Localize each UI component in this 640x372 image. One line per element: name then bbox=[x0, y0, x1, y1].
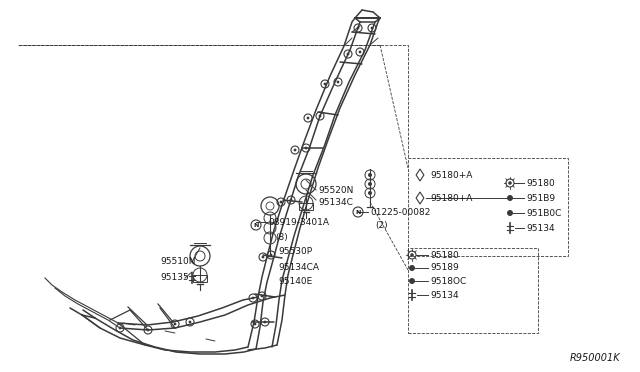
Circle shape bbox=[189, 321, 191, 323]
Bar bbox=[299, 203, 313, 210]
Text: 9518OC: 9518OC bbox=[430, 276, 467, 285]
Text: 95180: 95180 bbox=[430, 250, 459, 260]
Text: 95520N: 95520N bbox=[318, 186, 353, 195]
Circle shape bbox=[173, 323, 177, 326]
Circle shape bbox=[294, 148, 296, 151]
Circle shape bbox=[264, 321, 266, 323]
Circle shape bbox=[356, 27, 360, 29]
Circle shape bbox=[253, 323, 257, 326]
Circle shape bbox=[324, 83, 326, 86]
Circle shape bbox=[260, 295, 264, 297]
Circle shape bbox=[507, 195, 513, 201]
Text: (8): (8) bbox=[275, 232, 288, 241]
Circle shape bbox=[368, 173, 372, 177]
Text: 08919-3401A: 08919-3401A bbox=[268, 218, 329, 227]
Circle shape bbox=[507, 210, 513, 216]
Text: 95180+A: 95180+A bbox=[430, 170, 472, 180]
Circle shape bbox=[307, 116, 309, 119]
Circle shape bbox=[269, 254, 273, 256]
Text: (2): (2) bbox=[375, 221, 388, 230]
Circle shape bbox=[508, 181, 512, 185]
Text: 951B0C: 951B0C bbox=[526, 208, 561, 218]
Circle shape bbox=[368, 182, 372, 186]
Text: N: N bbox=[253, 222, 259, 228]
Circle shape bbox=[371, 27, 373, 29]
Circle shape bbox=[118, 327, 122, 329]
Text: 95134: 95134 bbox=[430, 291, 459, 299]
Text: 95530P: 95530P bbox=[278, 247, 312, 257]
Bar bbox=[408, 248, 538, 333]
Circle shape bbox=[337, 81, 339, 83]
Circle shape bbox=[289, 199, 292, 201]
Circle shape bbox=[368, 191, 372, 195]
Text: 95134C: 95134C bbox=[318, 198, 353, 206]
Text: 95135: 95135 bbox=[160, 273, 189, 282]
Circle shape bbox=[147, 328, 149, 331]
Bar bbox=[408, 158, 568, 256]
Text: 95134CA: 95134CA bbox=[278, 263, 319, 272]
Circle shape bbox=[319, 115, 321, 118]
Circle shape bbox=[347, 52, 349, 55]
Circle shape bbox=[409, 278, 415, 284]
Text: 95510N: 95510N bbox=[160, 257, 195, 266]
Bar bbox=[193, 275, 207, 282]
Text: 95134: 95134 bbox=[526, 224, 555, 232]
Circle shape bbox=[262, 256, 264, 259]
Circle shape bbox=[252, 296, 255, 299]
Circle shape bbox=[358, 51, 362, 54]
Text: 95180: 95180 bbox=[526, 179, 555, 187]
Text: 95140E: 95140E bbox=[278, 278, 312, 286]
Text: 01225-00082: 01225-00082 bbox=[370, 208, 430, 217]
Circle shape bbox=[410, 253, 414, 257]
Circle shape bbox=[280, 201, 282, 203]
Circle shape bbox=[409, 265, 415, 271]
Circle shape bbox=[305, 147, 307, 150]
Text: 951B9: 951B9 bbox=[526, 193, 555, 202]
Text: N: N bbox=[355, 209, 361, 215]
Text: 95189: 95189 bbox=[430, 263, 459, 273]
Text: R950001K: R950001K bbox=[570, 353, 620, 363]
Text: 95180+A: 95180+A bbox=[430, 193, 472, 202]
